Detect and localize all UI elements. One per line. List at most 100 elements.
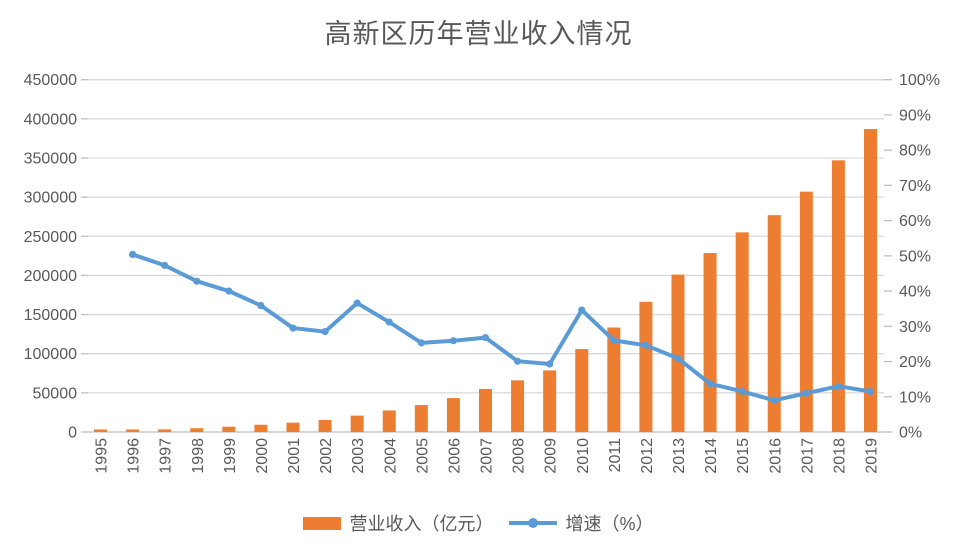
growth-line-marker bbox=[353, 299, 361, 307]
growth-line-marker bbox=[257, 301, 265, 310]
x-axis-label: 2005 bbox=[414, 438, 431, 474]
revenue-bar bbox=[864, 129, 877, 432]
growth-line-marker bbox=[738, 387, 746, 396]
growth-line bbox=[130, 252, 873, 403]
revenue-bar bbox=[639, 301, 653, 432]
x-axis-label: 2017 bbox=[799, 438, 816, 474]
left-axis-label: 250000 bbox=[24, 229, 77, 246]
x-axis-label: 2018 bbox=[831, 438, 848, 474]
revenue-bar bbox=[190, 428, 204, 432]
revenue-bar bbox=[222, 426, 236, 432]
growth-line-marker bbox=[546, 360, 554, 368]
x-axis-label: 2013 bbox=[671, 438, 688, 474]
growth-line-swatch-icon bbox=[509, 518, 558, 528]
right-axis-label: 60% bbox=[899, 213, 931, 230]
growth-line-marker bbox=[385, 318, 393, 326]
right-axis-label: 20% bbox=[899, 354, 931, 371]
x-axis-label: 2000 bbox=[254, 438, 271, 474]
legend-item-growth: 增速（%） bbox=[509, 510, 654, 536]
growth-line-marker bbox=[193, 277, 201, 285]
right-axis-label: 80% bbox=[899, 143, 931, 160]
left-axis-label: 200000 bbox=[24, 268, 77, 285]
right-axis-label: 40% bbox=[899, 284, 931, 301]
right-axis-label: 50% bbox=[899, 248, 931, 265]
x-axis-label: 1995 bbox=[94, 438, 111, 474]
revenue-bar-swatch-icon bbox=[303, 516, 342, 530]
revenue-bar bbox=[703, 253, 717, 432]
legend-label-revenue: 营业收入（亿元） bbox=[349, 514, 494, 534]
right-axis-label: 10% bbox=[899, 389, 931, 406]
revenue-bar bbox=[671, 274, 685, 432]
revenue-bar bbox=[382, 410, 396, 432]
x-axis-label: 2009 bbox=[543, 438, 560, 474]
growth-line-marker bbox=[706, 380, 714, 388]
x-axis-label: 2011 bbox=[607, 438, 624, 473]
left-axis-label: 0 bbox=[68, 425, 77, 442]
right-axis-label: 90% bbox=[899, 107, 931, 124]
left-axis-label: 50000 bbox=[33, 385, 78, 402]
x-axis-label: 2010 bbox=[575, 438, 592, 474]
revenue-bar bbox=[350, 415, 364, 432]
growth-line-marker bbox=[578, 306, 586, 314]
left-axis-label: 450000 bbox=[24, 72, 77, 89]
growth-line-marker bbox=[225, 287, 233, 295]
x-axis-label: 2006 bbox=[446, 438, 463, 474]
chart-legend: 营业收入（亿元） 增速（%） bbox=[0, 508, 957, 538]
revenue-bar bbox=[254, 424, 268, 432]
growth-line-marker bbox=[802, 389, 810, 397]
growth-line-marker bbox=[610, 336, 618, 345]
growth-line-marker bbox=[161, 261, 169, 269]
revenue-bar bbox=[543, 370, 557, 432]
growth-line-marker bbox=[642, 341, 650, 349]
right-axis-label: 70% bbox=[899, 178, 931, 195]
left-axis-label: 350000 bbox=[24, 150, 77, 167]
x-axis-label: 2016 bbox=[767, 438, 784, 474]
revenue-bar bbox=[735, 232, 749, 432]
x-axis-label: 1997 bbox=[158, 438, 175, 474]
x-axis-label: 1999 bbox=[222, 438, 239, 474]
x-axis-label: 2007 bbox=[479, 438, 496, 474]
revenue-bar bbox=[94, 429, 107, 432]
revenue-bar bbox=[799, 191, 813, 432]
x-axis-label: 2004 bbox=[382, 438, 399, 474]
revenue-bar bbox=[446, 398, 460, 432]
left-axis-label: 100000 bbox=[24, 346, 77, 363]
left-axis-label: 150000 bbox=[24, 307, 77, 324]
growth-line-marker bbox=[513, 357, 522, 365]
revenue-bar bbox=[158, 429, 172, 432]
growth-line-marker bbox=[481, 333, 490, 342]
revenue-bar bbox=[831, 160, 845, 432]
x-axis-label: 2019 bbox=[864, 438, 881, 474]
growth-line-marker bbox=[417, 339, 425, 347]
growth-line-marker bbox=[128, 250, 137, 259]
right-axis-label: 0% bbox=[899, 425, 922, 442]
legend-item-revenue: 营业收入（亿元） bbox=[303, 510, 493, 536]
revenue-bar bbox=[126, 429, 140, 432]
right-axis-label: 100% bbox=[899, 72, 940, 89]
x-axis-label: 2008 bbox=[511, 438, 528, 474]
revenue-bar bbox=[318, 420, 332, 432]
x-axis-label: 1996 bbox=[126, 438, 143, 474]
x-axis-label: 1998 bbox=[190, 438, 207, 474]
growth-line-marker bbox=[449, 337, 458, 345]
growth-line-marker bbox=[289, 324, 297, 332]
growth-line-marker bbox=[770, 396, 778, 404]
growth-line-marker bbox=[674, 354, 682, 362]
growth-line-marker bbox=[321, 327, 329, 336]
left-axis-label: 300000 bbox=[24, 190, 77, 207]
x-axis-label: 2012 bbox=[639, 438, 656, 474]
revenue-bar bbox=[511, 380, 525, 432]
growth-marker-icon bbox=[528, 518, 539, 528]
right-axis-label: 30% bbox=[899, 319, 931, 336]
growth-line-marker bbox=[834, 382, 843, 390]
revenue-bar bbox=[607, 327, 621, 432]
x-axis-label: 2003 bbox=[350, 438, 367, 474]
left-axis-label: 400000 bbox=[24, 111, 77, 128]
x-axis-label: 2002 bbox=[318, 438, 335, 474]
revenue-bar bbox=[414, 405, 428, 432]
revenue-bar bbox=[575, 349, 589, 432]
x-axis-label: 2014 bbox=[703, 438, 720, 474]
x-axis-label: 2001 bbox=[286, 438, 303, 474]
